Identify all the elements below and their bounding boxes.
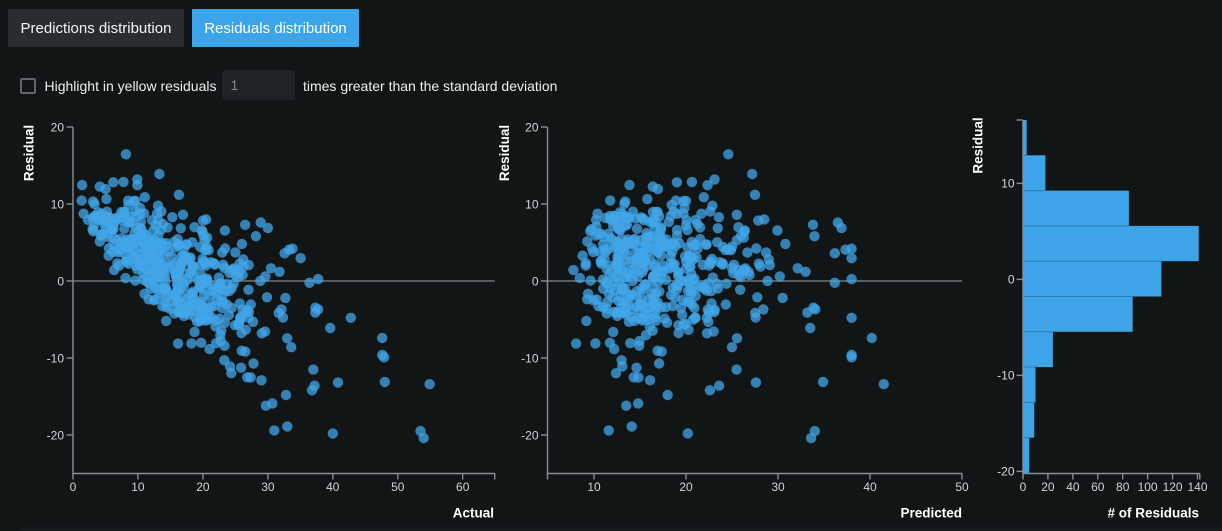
svg-text:10: 10: [525, 197, 539, 211]
svg-text:-10: -10: [47, 351, 65, 365]
svg-text:Predicted: Predicted: [900, 506, 962, 521]
svg-text:20: 20: [679, 480, 693, 494]
svg-text:100: 100: [1138, 480, 1158, 494]
svg-text:0: 0: [57, 274, 64, 288]
svg-text:# of Residuals: # of Residuals: [1107, 506, 1199, 521]
svg-text:-10: -10: [997, 369, 1015, 383]
svg-text:120: 120: [1163, 480, 1183, 494]
svg-text:Actual: Actual: [453, 506, 494, 521]
svg-text:-10: -10: [521, 351, 539, 365]
svg-text:0: 0: [70, 480, 77, 494]
svg-text:10: 10: [51, 197, 65, 211]
svg-text:10: 10: [131, 480, 145, 494]
svg-text:30: 30: [261, 480, 275, 494]
svg-text:60: 60: [1091, 480, 1105, 494]
svg-text:0: 0: [1020, 480, 1027, 494]
svg-text:20: 20: [525, 120, 539, 134]
svg-text:-20: -20: [47, 428, 65, 442]
svg-text:30: 30: [771, 480, 785, 494]
svg-text:-20: -20: [997, 465, 1015, 479]
svg-text:60: 60: [456, 480, 470, 494]
svg-text:20: 20: [196, 480, 210, 494]
svg-text:10: 10: [587, 480, 601, 494]
svg-text:140: 140: [1187, 480, 1207, 494]
svg-text:Residual: Residual: [970, 117, 985, 173]
svg-text:50: 50: [391, 480, 405, 494]
svg-text:Residual: Residual: [22, 125, 37, 181]
svg-text:-20: -20: [521, 428, 539, 442]
svg-text:40: 40: [1066, 480, 1080, 494]
svg-text:80: 80: [1116, 480, 1130, 494]
svg-text:20: 20: [1041, 480, 1055, 494]
svg-text:0: 0: [1008, 273, 1015, 287]
svg-text:0: 0: [532, 274, 539, 288]
svg-text:50: 50: [955, 480, 969, 494]
svg-text:40: 40: [326, 480, 340, 494]
svg-text:20: 20: [51, 120, 65, 134]
svg-text:Residual: Residual: [497, 125, 512, 181]
svg-text:40: 40: [863, 480, 877, 494]
svg-text:10: 10: [1001, 177, 1015, 191]
